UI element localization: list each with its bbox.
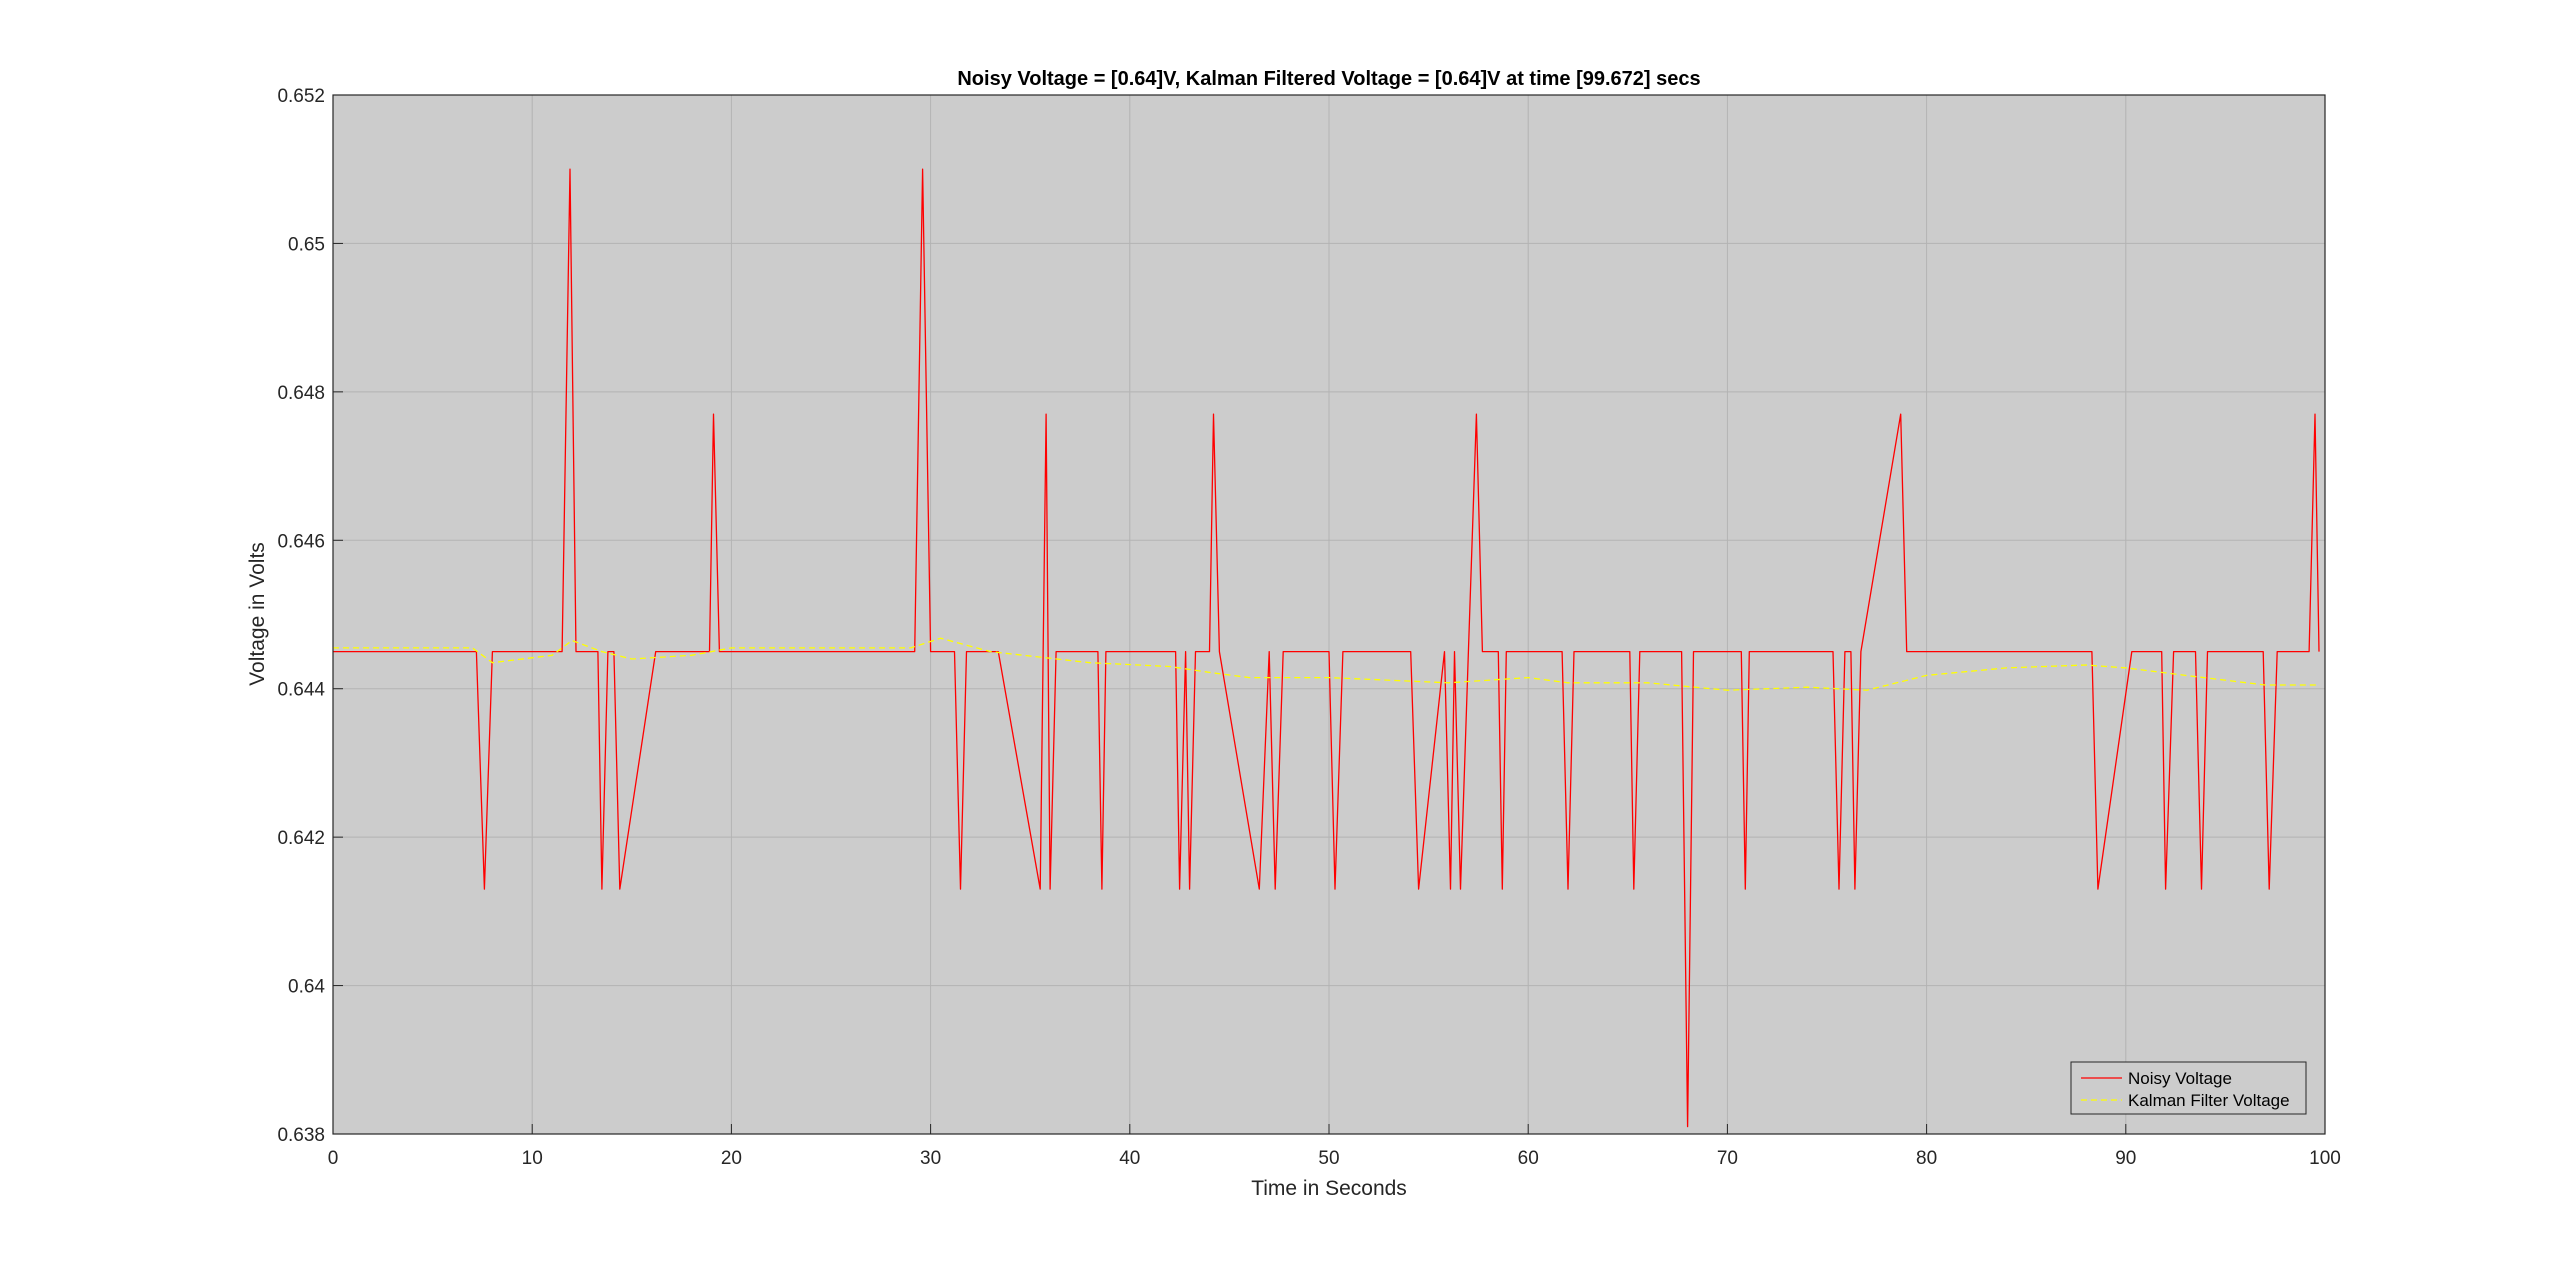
y-tick-label: 0.644 [277, 680, 325, 701]
y-tick-label: 0.646 [277, 531, 325, 552]
y-tick-label: 0.638 [277, 1125, 325, 1146]
y-tick-label: 0.642 [277, 828, 325, 849]
y-tick-label: 0.652 [277, 86, 325, 107]
kalman-filter-voltage-line [333, 637, 2319, 691]
legend-box [2070, 1061, 2307, 1115]
x-axis-label: Time in Seconds [1251, 1177, 1407, 1200]
x-tick-label: 30 [920, 1148, 941, 1169]
series-lines [333, 168, 2320, 1128]
noisy-voltage-line [333, 168, 2320, 1128]
x-tick-label: 40 [1119, 1148, 1140, 1169]
x-tick-label: 0 [328, 1148, 339, 1169]
legend-kalman-voltage-label: Kalman Filter Voltage [2128, 1091, 2290, 1110]
x-tick-label: 90 [2115, 1148, 2136, 1169]
x-tick-label: 10 [522, 1148, 543, 1169]
legend-noisy-voltage-label: Noisy Voltage [2128, 1069, 2232, 1088]
x-tick-label: 60 [1518, 1148, 1539, 1169]
y-tick-label: 0.65 [288, 234, 325, 255]
y-tick-label: 0.648 [277, 383, 325, 404]
x-tick-label: 100 [2309, 1148, 2341, 1169]
x-tick-label: 20 [721, 1148, 742, 1169]
y-tick-label: 0.64 [288, 977, 325, 998]
x-tick-label: 50 [1318, 1148, 1339, 1169]
x-tick-label: 70 [1717, 1148, 1738, 1169]
x-tick-label: 80 [1916, 1148, 1937, 1169]
chart-title: Noisy Voltage = [0.64]V, Kalman Filtered… [957, 68, 1700, 90]
axis-tick-labels: 0 10 20 30 40 50 60 70 80 90 100 0.638 0.64 0.642 0.64… [277, 86, 2340, 1169]
legend: Noisy Voltage Kalman Filter Voltage [2070, 1061, 2307, 1115]
y-axis-label: Voltage in Volts [246, 542, 269, 686]
axis-ticks [332, 94, 2326, 1135]
grid-lines [333, 95, 2325, 1134]
